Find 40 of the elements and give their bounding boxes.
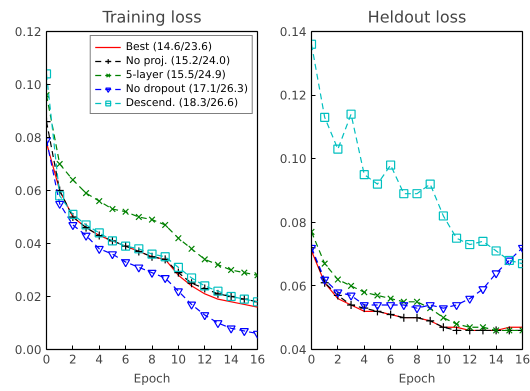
y-tick-label: 0.06	[14, 184, 42, 198]
y-tick-label: 0.08	[280, 216, 306, 230]
y-tick-label: 0.08	[14, 131, 42, 145]
x-tick-label: 4	[360, 352, 368, 366]
y-tick-label: 0.00	[14, 343, 42, 357]
x-tick-label: 0	[42, 352, 50, 366]
x-tick-label: 8	[148, 352, 156, 366]
x-axis-title: Epoch	[398, 372, 436, 386]
x-tick-label: 0	[308, 352, 316, 366]
x-tick-label: 10	[170, 352, 186, 366]
x-tick-label: 12	[462, 352, 478, 366]
x-tick-label: 2	[69, 352, 77, 366]
x-tick-label: 4	[95, 352, 104, 366]
legend-label: Best (14.6/23.6)	[126, 40, 212, 53]
chart-title: Heldout loss	[368, 8, 466, 26]
y-tick-label: 0.12	[280, 88, 306, 103]
x-tick-label: 10	[436, 352, 452, 366]
y-tick-label: 0.14	[280, 25, 306, 39]
chart-title: Training loss	[101, 8, 202, 26]
legend-label: Descend. (18.3/26.6)	[126, 96, 238, 109]
legend-label: No dropout (17.1/26.3)	[126, 82, 248, 95]
y-tick-label: 0.12	[14, 25, 42, 39]
y-tick-label: 0.10	[14, 78, 42, 92]
y-tick-label: 0.10	[280, 152, 306, 166]
x-tick-label: 16	[514, 352, 530, 366]
legend-label: 5-layer (15.5/24.9)	[126, 68, 226, 81]
x-tick-label: 2	[334, 352, 342, 366]
x-tick-label: 16	[250, 352, 266, 366]
x-tick-label: 14	[488, 352, 504, 366]
x-tick-label: 12	[197, 352, 212, 366]
x-tick-label: 6	[386, 352, 394, 366]
x-tick-label: 14	[223, 352, 239, 366]
x-tick-label: 8	[413, 352, 421, 366]
y-tick-label: 0.06	[280, 279, 306, 294]
y-tick-label: 0.04	[14, 237, 42, 251]
x-axis-title: Epoch	[134, 372, 170, 386]
legend-label: No proj. (15.2/24.0)	[126, 54, 230, 67]
x-tick-label: 6	[122, 352, 130, 366]
y-tick-label: 0.02	[14, 290, 42, 304]
y-tick-label: 0.04	[280, 343, 306, 357]
